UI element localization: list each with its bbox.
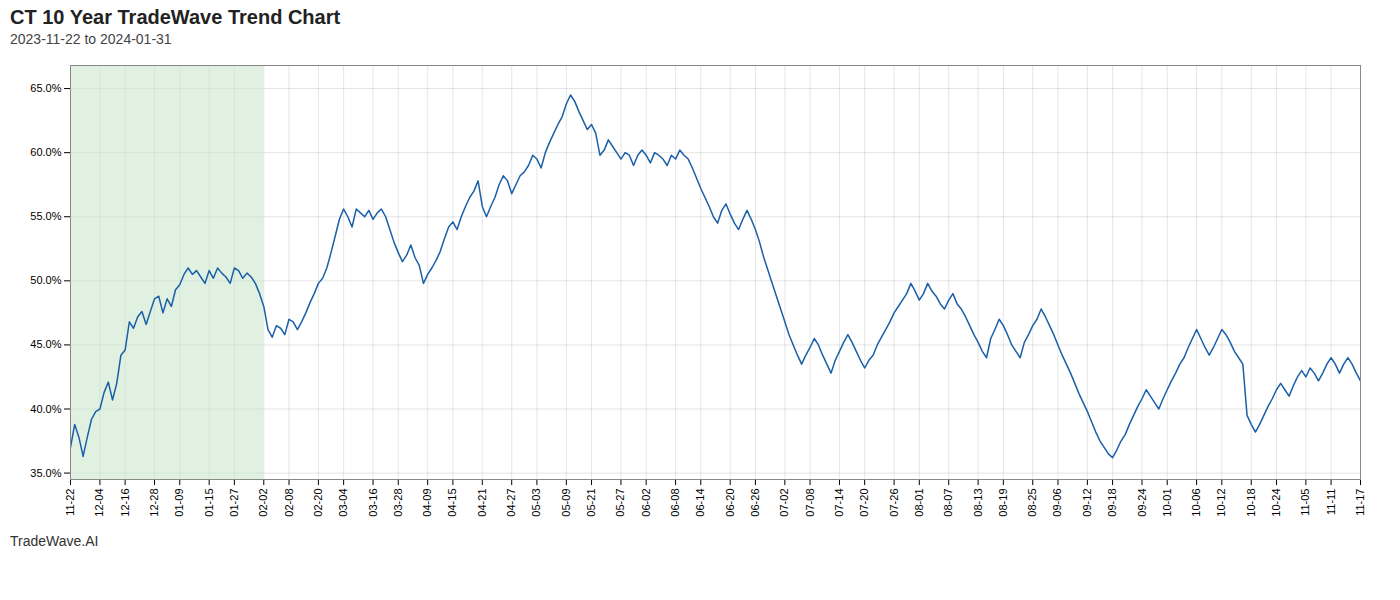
svg-text:02-08: 02-08 [283,489,295,517]
svg-text:02-20: 02-20 [312,489,324,517]
svg-text:12-04: 12-04 [93,489,105,517]
svg-text:07-02: 07-02 [778,489,790,517]
svg-text:07-26: 07-26 [888,489,900,517]
svg-text:10-01: 10-01 [1161,489,1173,517]
svg-text:10-24: 10-24 [1270,489,1282,517]
svg-text:60.0%: 60.0% [30,146,61,158]
svg-text:04-09: 04-09 [421,489,433,517]
svg-text:03-04: 03-04 [337,489,349,517]
svg-text:11-17: 11-17 [1354,489,1366,516]
svg-text:08-07: 08-07 [942,489,954,517]
svg-text:09-06: 09-06 [1051,489,1063,517]
svg-text:08-13: 08-13 [972,489,984,517]
svg-text:01-15: 01-15 [203,489,215,517]
svg-text:05-09: 05-09 [560,489,572,517]
svg-text:06-02: 06-02 [640,489,652,517]
svg-text:09-24: 09-24 [1136,489,1148,517]
svg-text:05-27: 05-27 [614,489,626,517]
svg-text:01-09: 01-09 [173,489,185,517]
svg-text:02-02: 02-02 [257,489,269,517]
svg-text:07-08: 07-08 [804,489,816,517]
html-text:2023-11-22 to 2024-01-31: 2023-11-22 to 2024-01-31 [10,31,172,47]
svg-text:09-18: 09-18 [1106,489,1118,517]
svg-text:10-12: 10-12 [1215,489,1227,517]
svg-text:04-15: 04-15 [446,489,458,517]
svg-text:50.0%: 50.0% [30,274,61,286]
svg-text:08-19: 08-19 [997,489,1009,517]
svg-text:12-28: 12-28 [148,489,160,517]
svg-text:05-03: 05-03 [530,489,542,517]
svg-text:04-27: 04-27 [505,489,517,517]
html-text:CT 10 Year TradeWave Trend Cha: CT 10 Year TradeWave Trend Chart [10,6,341,28]
svg-text:65.0%: 65.0% [30,82,61,94]
svg-text:04-21: 04-21 [476,489,488,517]
svg-text:06-26: 06-26 [749,489,761,517]
html-text:TradeWave.AI: TradeWave.AI [10,533,99,549]
svg-text:12-16: 12-16 [119,489,131,517]
svg-text:11-22: 11-22 [64,489,76,516]
svg-text:03-16: 03-16 [367,489,379,517]
svg-text:10-06: 10-06 [1190,489,1202,517]
svg-text:08-25: 08-25 [1026,489,1038,517]
svg-text:11-11: 11-11 [1325,489,1337,516]
svg-text:07-20: 07-20 [858,489,870,517]
svg-text:06-14: 06-14 [694,489,706,517]
svg-text:03-28: 03-28 [392,489,404,517]
svg-text:45.0%: 45.0% [30,338,61,350]
svg-text:01-27: 01-27 [228,489,240,517]
svg-text:35.0%: 35.0% [30,467,61,479]
svg-text:05-21: 05-21 [585,489,597,517]
svg-text:55.0%: 55.0% [30,210,61,222]
svg-text:09-12: 09-12 [1081,489,1093,517]
svg-text:06-20: 06-20 [724,489,736,517]
svg-text:08-01: 08-01 [913,489,925,517]
svg-text:10-18: 10-18 [1245,489,1257,517]
svg-text:11-05: 11-05 [1299,489,1311,516]
svg-text:07-14: 07-14 [833,489,845,517]
svg-text:06-08: 06-08 [669,489,681,517]
svg-text:40.0%: 40.0% [30,403,61,415]
